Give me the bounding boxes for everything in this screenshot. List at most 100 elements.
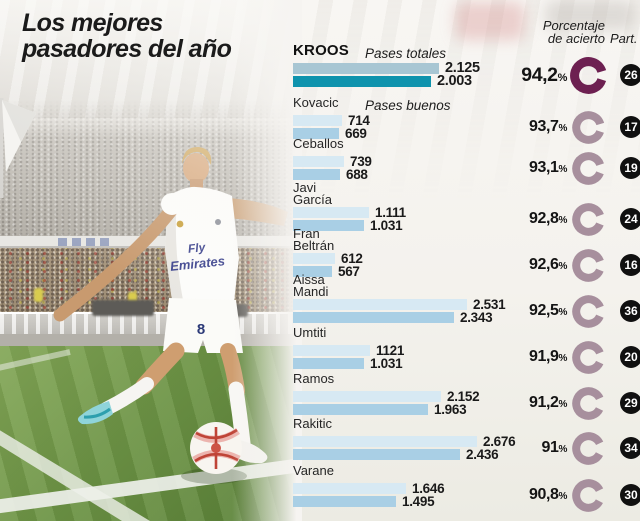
- part-column-header: Part.: [610, 31, 638, 46]
- pases-buenos-value: 1.031: [370, 218, 403, 233]
- table-row: Javi García 1.111 1.031 92,8% 24: [293, 180, 640, 236]
- percent-sign: %: [558, 215, 568, 226]
- accuracy-percent: 91,9%: [528, 348, 568, 365]
- accuracy-percent: 93,7%: [528, 118, 568, 135]
- pases-totales-bar: [293, 63, 439, 74]
- percent-header-line1: Porcentaje: [542, 18, 605, 33]
- table-row: Umtiti 1121 1.031 91,9% 20: [293, 325, 640, 374]
- player-name: Javi García: [293, 180, 333, 207]
- player-name: Umtiti: [293, 325, 327, 340]
- pases-buenos-bar: [293, 266, 332, 277]
- percent-column-header: Porcentaje de acierto: [488, 19, 605, 45]
- legend-pases-totales: Pases totales: [365, 46, 447, 61]
- player-name: Aissa Mandi: [293, 272, 329, 299]
- pases-totales-bar: [293, 345, 370, 356]
- pases-totales-bar: [293, 156, 344, 167]
- percent-sign: %: [558, 491, 568, 502]
- pases-buenos-value: 1.031: [370, 356, 403, 371]
- table-row: Rakitic 2.676 2.436 91% 34: [293, 416, 640, 465]
- pases-totales-bar: [293, 483, 406, 494]
- pases-buenos-bar: [293, 220, 364, 231]
- legend-pases-buenos: Pases buenos: [365, 98, 451, 113]
- player-name: Ceballos: [293, 136, 344, 151]
- accuracy-percent: 90,8%: [528, 486, 568, 503]
- pases-totales-value: 714: [348, 113, 370, 128]
- pases-totales-value: 2.125: [445, 60, 480, 76]
- pases-totales-bar: [293, 207, 369, 218]
- accuracy-donut-icon: [571, 340, 605, 374]
- accuracy-donut-icon: [571, 478, 605, 512]
- matches-played-badge: 36: [620, 300, 640, 322]
- pases-totales-value: 1.111: [375, 205, 406, 220]
- matches-played-badge: 20: [620, 346, 640, 368]
- title-line2: pasadores del año: [22, 35, 232, 63]
- pases-buenos-value: 669: [345, 126, 367, 141]
- accuracy-percent: 91%: [541, 439, 568, 456]
- percent-sign: %: [558, 261, 568, 272]
- accuracy-donut-icon: [571, 431, 605, 465]
- percent-sign: %: [557, 72, 568, 84]
- pases-buenos-bar: [293, 128, 339, 139]
- percent-header-line2: de acierto: [547, 31, 605, 46]
- pases-totales-value: 2.531: [473, 297, 506, 312]
- accuracy-donut-icon: [569, 56, 607, 94]
- player-name: Kovacic: [293, 95, 339, 110]
- percent-sign: %: [558, 164, 568, 175]
- accuracy-donut-icon: [571, 110, 605, 144]
- table-row: KROOS 2.125 2.003 94,2% 26: [293, 42, 640, 94]
- pases-buenos-value: 1.495: [402, 494, 435, 509]
- accuracy-percent: 94,2%: [521, 64, 568, 86]
- matches-played-badge: 17: [620, 116, 640, 138]
- matches-played-badge: 16: [620, 254, 640, 276]
- accuracy-donut-icon: [571, 386, 605, 420]
- page-title: Los mejores pasadores del año: [22, 9, 232, 63]
- pases-buenos-bar: [293, 496, 396, 507]
- player-name: KROOS: [293, 42, 350, 59]
- accuracy-percent: 92,8%: [528, 210, 568, 227]
- table-row: Ramos 2.152 1.963 91,2% 29: [293, 371, 640, 420]
- accuracy-percent: 92,5%: [528, 302, 568, 319]
- pases-buenos-value: 2.436: [466, 447, 499, 462]
- matches-played-badge: 29: [620, 392, 640, 414]
- matches-played-badge: 30: [620, 484, 640, 506]
- photo-right-fade: [232, 0, 302, 521]
- pases-totales-value: 1.646: [412, 481, 445, 496]
- pases-totales-bar: [293, 253, 335, 264]
- pases-buenos-value: 688: [346, 167, 368, 182]
- matches-played-badge: 19: [620, 157, 640, 179]
- accuracy-donut-icon: [571, 151, 605, 185]
- table-row: Aissa Mandi 2.531 2.343 92,5% 36: [293, 272, 640, 328]
- pases-buenos-bar: [293, 169, 340, 180]
- percent-sign: %: [558, 444, 568, 455]
- passers-chart: Porcentaje de acierto Part. Pases totale…: [288, 0, 640, 521]
- title-line1: Los mejores: [22, 9, 163, 37]
- pases-buenos-bar: [293, 358, 364, 369]
- pases-totales-value: 739: [350, 154, 372, 169]
- player-name: Ramos: [293, 371, 335, 386]
- accuracy-donut-icon: [571, 294, 605, 328]
- player-name: Rakitic: [293, 416, 333, 431]
- pases-buenos-bar: [293, 404, 428, 415]
- player-name: Varane: [293, 463, 334, 478]
- pases-buenos-value: 567: [338, 264, 360, 279]
- pases-buenos-bar: [293, 312, 454, 323]
- accuracy-donut-icon: [571, 248, 605, 282]
- table-row: Kovacic 714 669 93,7% 17: [293, 95, 640, 144]
- pases-totales-bar: [293, 391, 441, 402]
- pases-totales-bar: [293, 436, 477, 447]
- accuracy-percent: 93,1%: [528, 159, 568, 176]
- accuracy-percent: 92,6%: [528, 256, 568, 273]
- matches-played-badge: 26: [620, 64, 640, 86]
- percent-sign: %: [558, 123, 568, 134]
- pases-totales-bar: [293, 115, 342, 126]
- percent-sign: %: [558, 307, 568, 318]
- pases-totales-bar: [293, 299, 467, 310]
- pases-totales-value: 2.676: [483, 434, 516, 449]
- pases-totales-value: 612: [341, 251, 363, 266]
- percent-sign: %: [558, 399, 568, 410]
- pases-buenos-value: 1.963: [434, 402, 467, 417]
- pases-totales-value: 2.152: [447, 389, 480, 404]
- pases-totales-value: 1121: [376, 343, 405, 358]
- percent-sign: %: [558, 353, 568, 364]
